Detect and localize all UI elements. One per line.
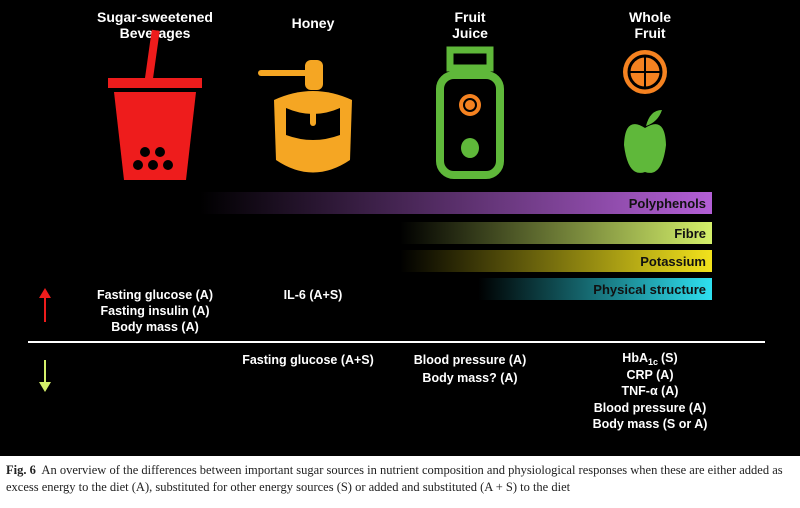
effect-text: Blood pressure (A)	[594, 401, 707, 415]
up-arrow	[39, 288, 51, 322]
effect-text: Body mass (A)	[111, 320, 199, 334]
bar-label: Potassium	[640, 254, 706, 269]
column-header: Whole Fruit	[629, 9, 671, 41]
effect-text: Body mass (S or A)	[593, 417, 708, 431]
text-part: HbA	[622, 351, 648, 365]
honey-icon	[258, 60, 352, 173]
effect-text: CRP (A)	[627, 368, 674, 382]
effect-text: Fasting glucose (A)	[97, 288, 213, 302]
fruit-icon	[623, 50, 667, 173]
effect-text: Blood pressure (A)	[414, 353, 527, 367]
bar-label: Physical structure	[593, 282, 706, 297]
gradient-bar	[200, 192, 712, 214]
column-header: Fruit Juice	[452, 9, 488, 41]
figure-panel: Sugar-sweetenedBeverages Honey FruitJuic…	[0, 0, 800, 456]
effect-text: Fasting insulin (A)	[100, 304, 209, 318]
subscript: 1c	[648, 357, 658, 367]
caption-label: Fig. 6	[6, 463, 36, 477]
text-part: (S)	[661, 351, 678, 365]
header-line: Whole	[629, 9, 671, 25]
down-arrow	[39, 360, 51, 392]
gradient-bar	[400, 250, 712, 272]
column-header: Sugar-sweetenedBeverages	[97, 9, 213, 41]
header-line: Fruit	[634, 25, 665, 41]
effect-text: IL-6 (A+S)	[284, 288, 343, 302]
juice-icon	[436, 46, 504, 179]
header-line: Juice	[452, 25, 488, 41]
caption-text: An overview of the differences between i…	[6, 463, 783, 494]
cup-icon	[108, 29, 202, 180]
header-line: Fruit	[454, 9, 485, 25]
effect-text: Body mass? (A)	[422, 371, 517, 385]
caption: Fig. 6 An overview of the differences be…	[6, 462, 796, 496]
gradient-bar	[400, 222, 712, 244]
effect-text: TNF-α (A)	[622, 384, 679, 398]
gradient-bar	[478, 278, 712, 300]
effect-text: HbA1c (S)	[622, 351, 677, 367]
column-header: Honey	[292, 15, 335, 31]
bar-label: Fibre	[674, 226, 706, 241]
bar-label: Polyphenols	[629, 196, 706, 211]
effect-text: Fasting glucose (A+S)	[242, 353, 374, 367]
